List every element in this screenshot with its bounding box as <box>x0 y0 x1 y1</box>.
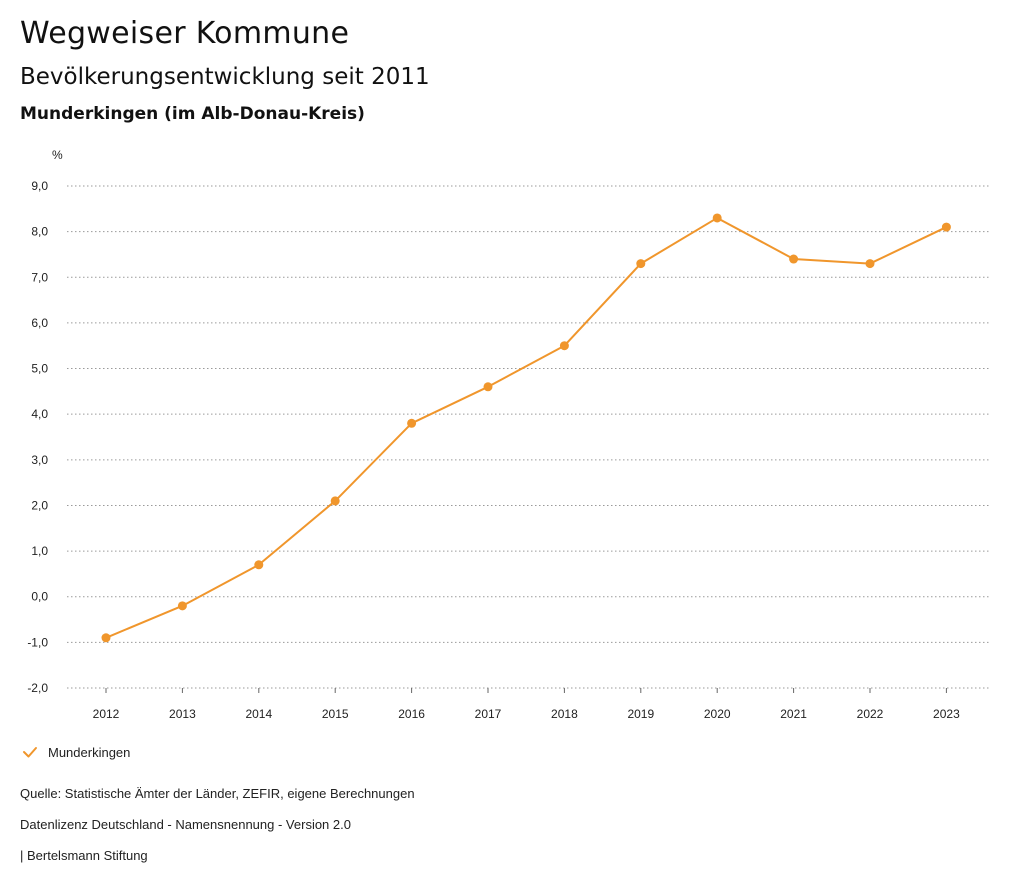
x-tick-label: 2016 <box>398 707 425 721</box>
y-tick-label: 4,0 <box>31 407 48 421</box>
source-note: Quelle: Statistische Ämter der Länder, Z… <box>20 786 415 801</box>
x-tick-label: 2017 <box>475 707 502 721</box>
x-tick-label: 2018 <box>551 707 578 721</box>
y-tick-label: -2,0 <box>27 681 48 695</box>
y-axis-unit-label: % <box>52 148 63 162</box>
data-point-2015[interactable] <box>330 496 340 506</box>
data-point-2016[interactable] <box>407 418 417 428</box>
x-axis-ticks: 2012 2013 2014 2015 2016 2017 2018 2019 2020 2021… <box>93 688 960 721</box>
data-point-2017[interactable] <box>483 382 493 392</box>
y-tick-label: 2,0 <box>31 498 48 512</box>
series-line <box>105 216 947 639</box>
region-label: Munderkingen (im Alb-Donau-Kreis) <box>20 104 365 124</box>
license-note: Datenlizenz Deutschland - Namensnennung … <box>20 817 351 832</box>
x-tick-label: 2012 <box>93 707 120 721</box>
data-point-2022[interactable] <box>865 259 875 269</box>
y-tick-label: 1,0 <box>31 544 48 558</box>
y-tick-label: 3,0 <box>31 453 48 467</box>
data-point-2020[interactable] <box>712 213 722 223</box>
line-chart: % -2,0 -1,0 0,0 1,0 2,0 3,0 4,0 5,0 6,0 7,0 8,0 9,0… <box>27 148 990 721</box>
data-point-2023[interactable] <box>941 222 951 232</box>
y-tick-label: -1,0 <box>27 635 48 649</box>
data-point-2012[interactable] <box>101 633 111 643</box>
y-axis-ticks: -2,0 -1,0 0,0 1,0 2,0 3,0 4,0 5,0 6,0 7,0 8,0 9,0 <box>27 179 48 695</box>
page-title: Wegweiser Kommune <box>20 16 350 51</box>
series-munderkingen[interactable] <box>101 213 951 643</box>
x-tick-label: 2023 <box>933 707 960 721</box>
chart-legend[interactable]: Munderkingen <box>20 744 130 760</box>
checkmark-icon[interactable] <box>20 744 40 760</box>
x-tick-label: 2015 <box>322 707 349 721</box>
gridlines <box>67 185 990 689</box>
y-tick-label: 8,0 <box>31 225 48 239</box>
y-tick-label: 0,0 <box>31 590 48 604</box>
x-tick-label: 2020 <box>704 707 731 721</box>
data-point-2013[interactable] <box>177 601 187 611</box>
publisher-note: | Bertelsmann Stiftung <box>20 848 148 863</box>
data-point-2014[interactable] <box>254 560 264 570</box>
data-point-2019[interactable] <box>636 259 646 269</box>
data-point-2021[interactable] <box>789 254 799 264</box>
y-tick-label: 7,0 <box>31 270 48 284</box>
x-tick-label: 2014 <box>245 707 272 721</box>
legend-item-label: Munderkingen <box>48 744 131 760</box>
x-tick-label: 2019 <box>627 707 654 721</box>
x-tick-label: 2022 <box>857 707 884 721</box>
x-tick-label: 2013 <box>169 707 196 721</box>
y-tick-label: 9,0 <box>31 179 48 193</box>
y-tick-label: 5,0 <box>31 362 48 376</box>
data-point-2018[interactable] <box>559 341 569 351</box>
y-tick-label: 6,0 <box>31 316 48 330</box>
chart-subtitle: Bevölkerungsentwicklung seit 2011 <box>20 64 430 90</box>
x-tick-label: 2021 <box>780 707 807 721</box>
